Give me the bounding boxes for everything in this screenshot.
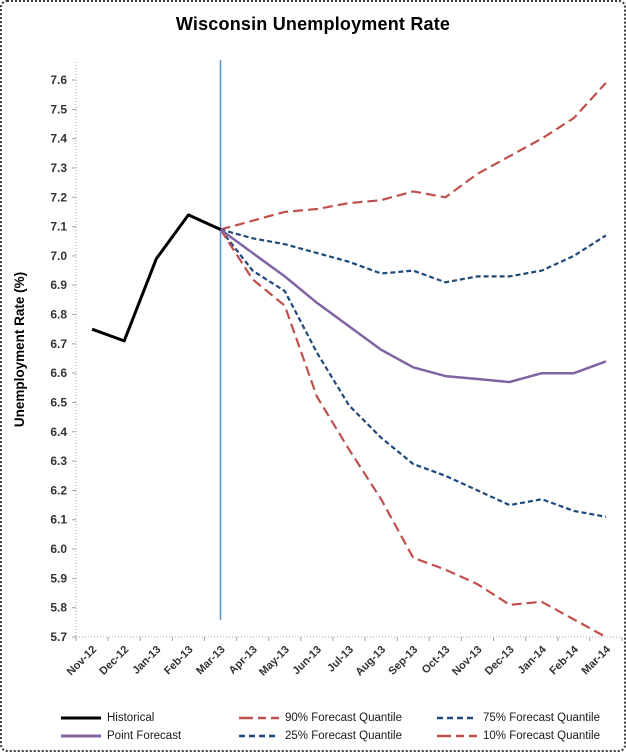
- series-line-10-forecast-quantile: [219, 228, 607, 638]
- legend-item-historical: Historical: [60, 712, 238, 724]
- x-tick-label: Jan-14: [516, 643, 550, 677]
- x-tick-label: Nov-13: [450, 644, 484, 678]
- x-tick-label: Jan-13: [130, 644, 163, 677]
- y-tick-label: 6.7: [50, 337, 67, 351]
- legend-item-90-forecast-quantile: 90% Forecast Quantile: [238, 712, 436, 724]
- x-tick-label: Nov-12: [65, 644, 99, 678]
- legend-label: 90% Forecast Quantile: [285, 712, 402, 724]
- y-tick-label: 6.3: [50, 454, 67, 468]
- legend-item-25-forecast-quantile: 25% Forecast Quantile: [238, 730, 436, 742]
- y-tick-label: 7.0: [50, 249, 67, 263]
- legend-item-75-forecast-quantile: 75% Forecast Quantile: [436, 712, 624, 724]
- legend-label: 10% Forecast Quantile: [483, 730, 600, 742]
- x-tick-label: Jul-13: [325, 644, 356, 675]
- y-tick-label: 7.1: [50, 220, 67, 234]
- x-tick-label: Mar-14: [579, 643, 613, 677]
- legend-swatch-point-forecast-icon: [61, 734, 101, 738]
- y-tick-label: 7.5: [50, 102, 67, 116]
- y-tick-label: 6.1: [50, 513, 67, 527]
- legend-item-10-forecast-quantile: 10% Forecast Quantile: [436, 730, 624, 742]
- series-line-point-forecast: [219, 228, 607, 384]
- y-tick-label: 5.9: [50, 571, 67, 585]
- x-tick-label: Mar-13: [194, 644, 228, 678]
- x-tick-label: Dec-13: [483, 644, 517, 678]
- x-tick-label: Feb-14: [547, 643, 581, 677]
- y-tick-label: 6.9: [50, 278, 67, 292]
- y-tick-label: 6.8: [50, 308, 67, 322]
- x-tick-label: Sep-13: [386, 644, 420, 678]
- chart-legend: Historical 90% Forecast Quantile 75% Forec…: [2, 712, 624, 742]
- legend-swatch-90-forecast-quantile-icon: [239, 716, 279, 720]
- y-tick-label: 6.5: [50, 395, 67, 409]
- y-tick-label: 6.2: [50, 483, 67, 497]
- y-tick-label: 7.4: [50, 132, 67, 146]
- y-axis: 5.7 5.8 5.9 6.0 6.1 6.2 6.3 6.4 6.5 6.6 6.7 6.8 6.9 7…: [50, 62, 77, 644]
- legend-label: 75% Forecast Quantile: [483, 712, 600, 724]
- x-tick-label: Jun-13: [290, 644, 324, 678]
- legend-label: Historical: [107, 712, 155, 724]
- y-tick-label: 7.3: [50, 161, 67, 175]
- series-line-historical: [91, 213, 222, 343]
- legend-item-point-forecast: Point Forecast: [60, 730, 238, 742]
- legend-row: Point Forecast 25% Forecast Quantile 10% F…: [60, 730, 624, 742]
- series-line-75-forecast-quantile: [220, 228, 607, 284]
- y-tick-label: 5.7: [50, 630, 67, 644]
- legend-swatch-25-forecast-quantile-icon: [239, 734, 279, 738]
- legend-label: 25% Forecast Quantile: [285, 730, 402, 742]
- chart-title: Wisconsin Unemployment Rate: [175, 14, 451, 34]
- x-tick-label: Oct-13: [420, 644, 453, 677]
- series-line-25-forecast-quantile: [219, 228, 607, 518]
- y-tick-label: 6.0: [50, 542, 67, 556]
- chart-canvas: 5.7 5.8 5.9 6.0 6.1 6.2 6.3 6.4 6.5 6.6 6.7 6.8 6.9 7…: [12, 60, 623, 679]
- series-line-90-forecast-quantile: [220, 82, 607, 231]
- legend-swatch-10-forecast-quantile-icon: [437, 734, 477, 738]
- legend-swatch-75-forecast-quantile-icon: [437, 716, 477, 720]
- y-tick-label: 7.6: [50, 73, 67, 87]
- y-axis-title: Unemployment Rate (%): [12, 272, 27, 427]
- y-tick-label: 5.8: [50, 601, 67, 615]
- legend-swatch-historical-icon: [61, 716, 101, 720]
- x-tick-label: Feb-13: [162, 644, 196, 678]
- x-tick-label: Aug-13: [353, 644, 388, 679]
- x-tick-label: May-13: [257, 644, 292, 679]
- legend-label: Point Forecast: [107, 730, 182, 742]
- x-tick-label: Apr-13: [227, 644, 260, 677]
- y-tick-label: 6.4: [50, 425, 67, 439]
- legend-row: Historical 90% Forecast Quantile 75% Forec…: [60, 712, 624, 724]
- x-axis: Nov-12Dec-12Jan-13Feb-13Mar-13Apr-13May-…: [65, 636, 623, 679]
- y-tick-label: 6.6: [50, 366, 67, 380]
- y-tick-label: 7.2: [50, 190, 67, 204]
- x-tick-label: Dec-12: [97, 644, 131, 678]
